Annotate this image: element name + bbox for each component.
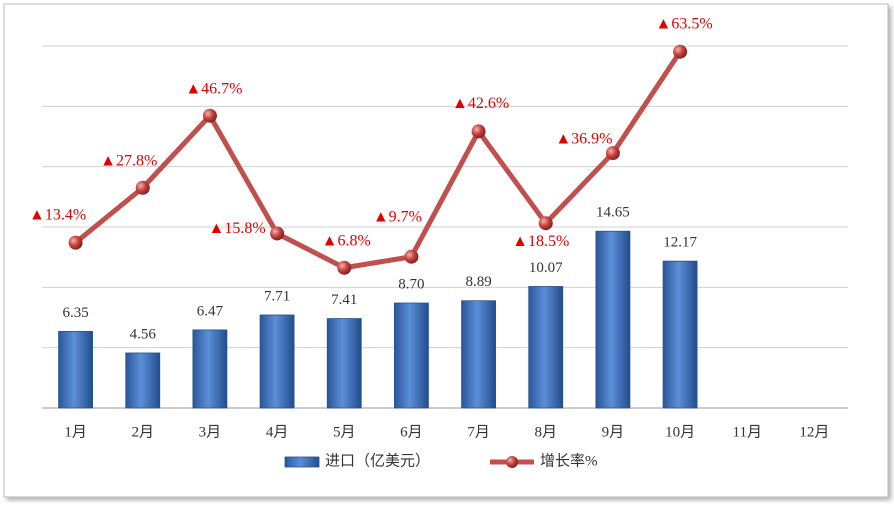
- x-tick-label: 2月: [131, 424, 154, 440]
- bar: [394, 302, 429, 409]
- line-marker: [673, 44, 688, 59]
- line-marker: [270, 226, 285, 241]
- x-tick-label: 10月: [665, 424, 695, 440]
- legend-label: 增长率%: [540, 452, 598, 469]
- line-value-label: ▲42.6%: [452, 95, 509, 112]
- x-tick-label: 3月: [199, 424, 222, 440]
- bar-value-label: 12.17: [663, 235, 697, 251]
- bar: [125, 352, 161, 409]
- x-tick-label: 12月: [799, 424, 829, 440]
- x-tick-label: 7月: [467, 424, 490, 440]
- bar-value-label: 8.70: [398, 276, 424, 292]
- line-marker: [471, 124, 486, 139]
- x-tick-label: 1月: [64, 424, 87, 440]
- x-tick-label: 9月: [602, 424, 625, 440]
- line-value-label: ▲63.5%: [655, 15, 712, 32]
- bar: [528, 286, 564, 409]
- x-tick-label: 11月: [733, 424, 762, 440]
- line-value-label: ▲9.7%: [373, 208, 422, 225]
- bar-value-label: 6.35: [62, 305, 88, 321]
- x-tick-label: 8月: [534, 424, 557, 440]
- line-marker: [404, 249, 419, 264]
- line-marker: [605, 146, 620, 161]
- bar-value-label: 4.56: [130, 326, 157, 342]
- bar-value-label: 7.71: [264, 288, 290, 304]
- bar: [326, 318, 362, 409]
- line-marker: [135, 180, 150, 195]
- legend-swatch: [506, 456, 518, 468]
- bar: [259, 314, 295, 409]
- bar-value-label: 14.65: [596, 205, 630, 221]
- line-marker: [538, 216, 553, 231]
- bar-value-label: 10.07: [529, 260, 563, 276]
- line-marker: [337, 260, 352, 275]
- legend-swatch: [284, 456, 320, 468]
- bar: [662, 260, 698, 409]
- line-value-label: ▲13.4%: [29, 206, 86, 223]
- line-marker: [202, 108, 217, 123]
- line: [74, 50, 683, 271]
- line-value-label: ▲36.9%: [555, 131, 612, 148]
- x-tick-label: 6月: [400, 424, 423, 440]
- x-tick-label: 5月: [333, 424, 356, 440]
- x-tick-label: 4月: [266, 424, 289, 440]
- bar: [58, 330, 93, 409]
- bar: [595, 230, 631, 409]
- legend-label: 进口（亿美元）: [325, 452, 430, 469]
- bar: [192, 329, 228, 409]
- bar: [461, 300, 496, 409]
- line-value-label: ▲18.5%: [512, 233, 569, 250]
- line-value-label: ▲27.8%: [100, 152, 157, 169]
- line-value-label: ▲6.8%: [322, 232, 371, 249]
- bar-value-label: 7.41: [331, 292, 357, 308]
- frame: [3, 3, 889, 498]
- line-value-label: ▲15.8%: [208, 220, 265, 237]
- bar-value-label: 6.47: [197, 303, 224, 319]
- line-value-label: ▲46.7%: [185, 80, 242, 97]
- line-marker: [68, 235, 83, 250]
- bar-value-label: 8.89: [465, 274, 491, 290]
